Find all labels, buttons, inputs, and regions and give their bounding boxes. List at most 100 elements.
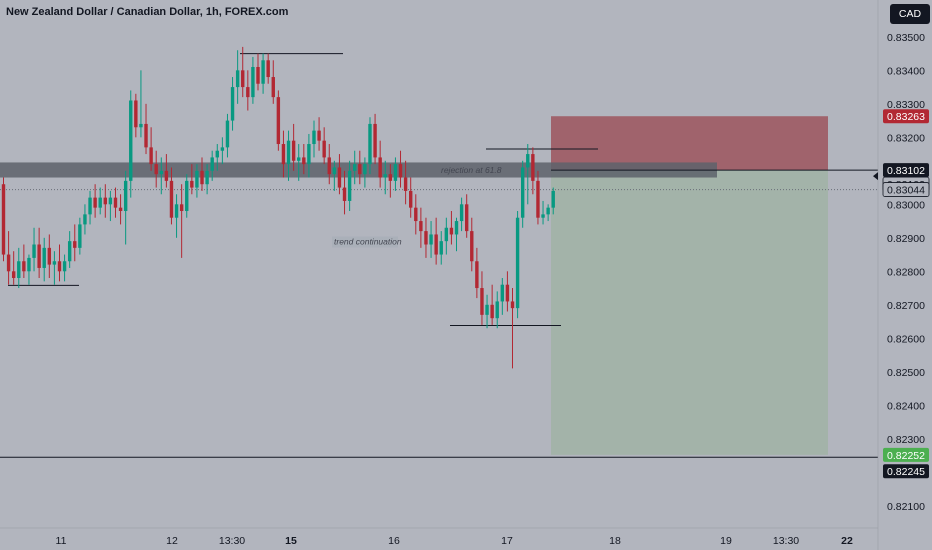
candle-bear bbox=[317, 117, 321, 151]
candle-bear bbox=[266, 53, 270, 84]
annotations: rejection at 61.8 trend continuation bbox=[332, 165, 502, 248]
candle-body bbox=[500, 284, 505, 302]
candle-body bbox=[190, 180, 194, 188]
candle-body bbox=[434, 234, 438, 255]
candle-body bbox=[347, 170, 352, 201]
candle-bull bbox=[551, 187, 555, 215]
candle-body bbox=[520, 167, 525, 218]
candle-body bbox=[409, 190, 413, 208]
candle-body bbox=[526, 154, 530, 168]
candle-bear bbox=[271, 60, 275, 104]
candle-bear bbox=[388, 164, 393, 198]
candle-bull bbox=[368, 117, 372, 175]
candle-body bbox=[378, 157, 382, 178]
stop-loss-zone[interactable] bbox=[551, 116, 828, 171]
candle-bull bbox=[541, 200, 545, 225]
candle-body bbox=[414, 207, 418, 222]
candle-body bbox=[225, 120, 230, 148]
take-profit-zone[interactable] bbox=[551, 170, 828, 455]
candle-bull bbox=[312, 120, 316, 158]
candle-body bbox=[73, 241, 77, 248]
candle-body bbox=[62, 261, 67, 272]
price-tag-level[interactable]: 0.83102 bbox=[883, 163, 929, 178]
currency-button[interactable]: CAD bbox=[890, 4, 930, 24]
candle-bull bbox=[353, 150, 357, 185]
candle-body bbox=[449, 227, 454, 235]
trade-zones bbox=[551, 116, 828, 455]
candle-bear bbox=[134, 93, 138, 138]
time-tick-label: 13:30 bbox=[773, 535, 799, 547]
candle-bear bbox=[73, 224, 77, 262]
candle-body bbox=[398, 164, 403, 178]
candle-body bbox=[17, 261, 21, 278]
candle-body bbox=[368, 123, 372, 165]
candle-body bbox=[251, 66, 255, 98]
entry-marker-icon bbox=[873, 172, 878, 181]
candle-bear bbox=[398, 150, 403, 188]
candle-bear bbox=[322, 127, 326, 165]
candle-body bbox=[235, 70, 240, 88]
candle-body bbox=[241, 70, 245, 88]
candle-body bbox=[459, 204, 464, 222]
candle-body bbox=[312, 130, 316, 145]
candle-body bbox=[464, 204, 469, 232]
candle-bear bbox=[276, 90, 281, 151]
candle-bull bbox=[526, 144, 530, 205]
candle-bull bbox=[67, 231, 72, 268]
time-tick-label: 17 bbox=[501, 535, 513, 547]
candle-bull bbox=[159, 157, 163, 195]
candle-body bbox=[485, 304, 489, 315]
candle-bear bbox=[409, 177, 413, 218]
candle-bull bbox=[261, 53, 265, 94]
candle-body bbox=[510, 301, 515, 309]
candle-body bbox=[220, 147, 225, 151]
price-tick-label: 0.83500 bbox=[887, 32, 925, 44]
time-tick-label: 16 bbox=[388, 535, 400, 547]
candle-bull bbox=[42, 237, 46, 282]
candle-bull bbox=[230, 77, 235, 131]
candle-bear bbox=[470, 217, 474, 272]
price-tick-label: 0.82100 bbox=[887, 501, 925, 513]
candle-bear bbox=[403, 160, 408, 205]
price-tag-last[interactable]: 0.83044 bbox=[882, 182, 930, 197]
candle-body bbox=[480, 288, 484, 315]
price-tag-label: 0.82252 bbox=[887, 450, 925, 462]
candle-body bbox=[123, 180, 128, 212]
price-axis: 0.835000.834000.833000.832000.831000.830… bbox=[873, 0, 930, 550]
time-tick-label: 13:30 bbox=[219, 535, 245, 547]
candle-body bbox=[78, 224, 82, 248]
candle-body bbox=[1, 184, 6, 255]
candle-body bbox=[317, 130, 321, 141]
candle-body bbox=[541, 214, 545, 218]
candle-bull bbox=[129, 90, 133, 198]
price-tag-stop[interactable]: 0.83263 bbox=[883, 109, 929, 124]
price-tick-label: 0.82600 bbox=[887, 333, 925, 345]
candle-body bbox=[373, 123, 377, 158]
candle-bear bbox=[256, 53, 260, 91]
candle-body bbox=[261, 60, 265, 84]
candle-body bbox=[134, 100, 138, 128]
annotation-box bbox=[332, 236, 398, 248]
candle-bull bbox=[520, 160, 525, 228]
candle-bear bbox=[37, 227, 41, 278]
price-tag-label: 0.83263 bbox=[887, 111, 925, 123]
candle-body bbox=[93, 197, 97, 208]
candle-body bbox=[200, 170, 204, 185]
price-tag-level[interactable]: 0.82245 bbox=[883, 464, 929, 479]
candle-body bbox=[27, 257, 31, 272]
candle-bull bbox=[205, 164, 209, 195]
symbol-title: New Zealand Dollar / Canadian Dollar, 1h… bbox=[6, 6, 289, 18]
candle-bear bbox=[373, 113, 377, 165]
candle-bear bbox=[342, 170, 347, 215]
time-tick-label: 11 bbox=[56, 535, 67, 547]
price-tag-target[interactable]: 0.82252 bbox=[883, 447, 929, 462]
candle-body bbox=[388, 174, 393, 181]
candle-bear bbox=[1, 177, 6, 262]
price-tick-label: 0.82700 bbox=[887, 300, 925, 312]
time-tick-label: 19 bbox=[720, 535, 732, 547]
candle-body bbox=[205, 170, 209, 185]
candle-body bbox=[337, 167, 342, 188]
candle-bull bbox=[495, 291, 499, 329]
candle-bear bbox=[200, 157, 204, 191]
